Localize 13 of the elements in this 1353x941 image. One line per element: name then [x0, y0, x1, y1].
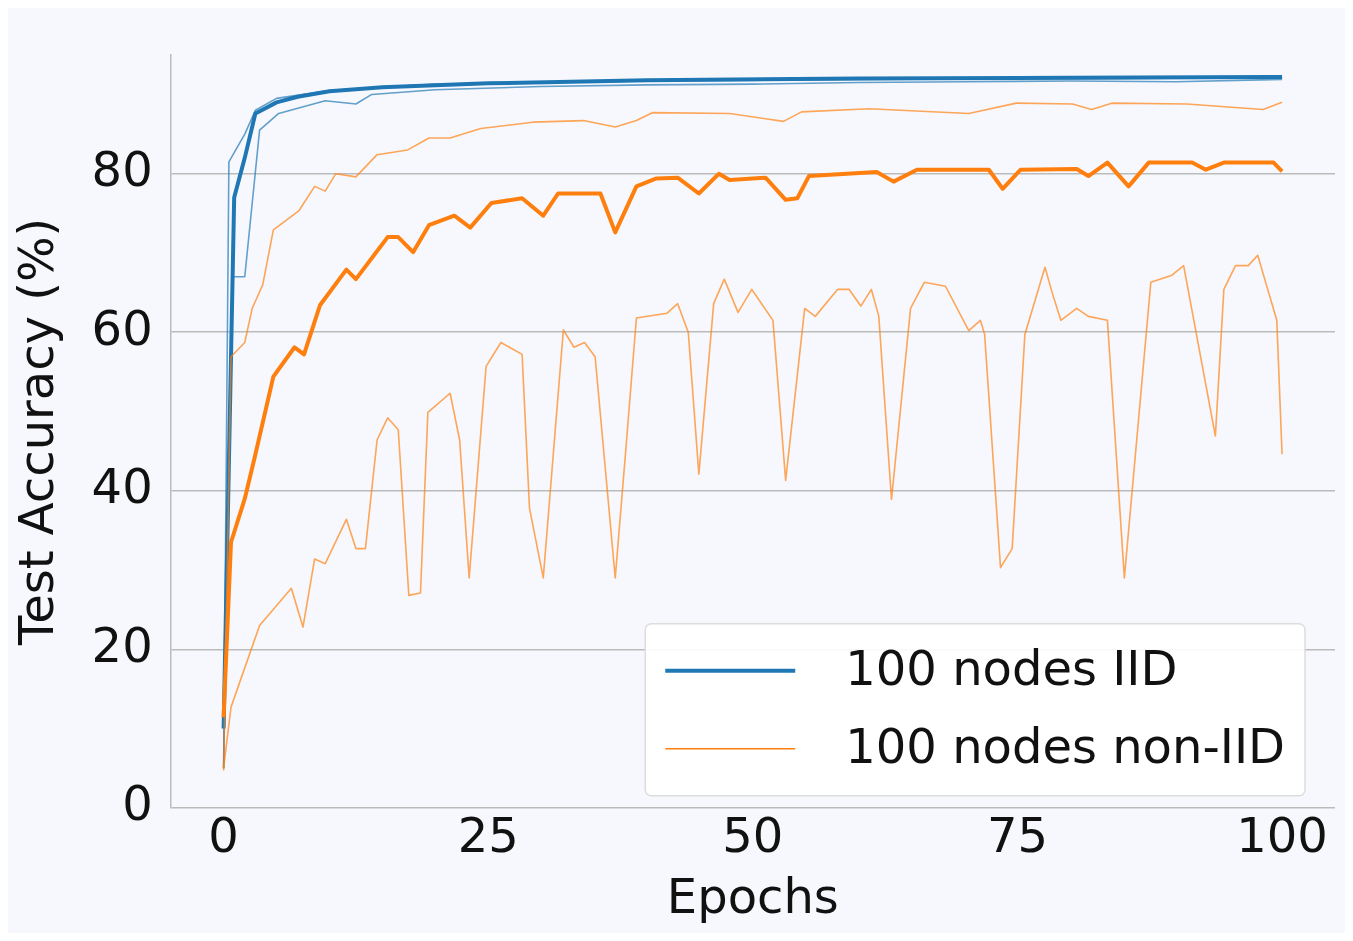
x-tick-label: 100 — [1236, 807, 1328, 864]
y-tick-label: 80 — [91, 141, 153, 198]
legend-label: 100 nodes IID — [845, 640, 1178, 697]
x-tick-label: 0 — [208, 807, 239, 864]
y-axis-title: Test Accuracy (%) — [8, 217, 65, 646]
x-tick-label: 75 — [986, 807, 1048, 864]
x-tick-label: 25 — [457, 807, 519, 864]
legend-label: 100 nodes non-IID — [845, 718, 1285, 775]
y-tick-label: 40 — [91, 458, 153, 515]
y-tick-label: 20 — [91, 616, 153, 673]
x-tick-label: 50 — [722, 807, 784, 864]
x-axis-title: Epochs — [666, 867, 839, 924]
y-tick-label: 60 — [91, 299, 153, 356]
